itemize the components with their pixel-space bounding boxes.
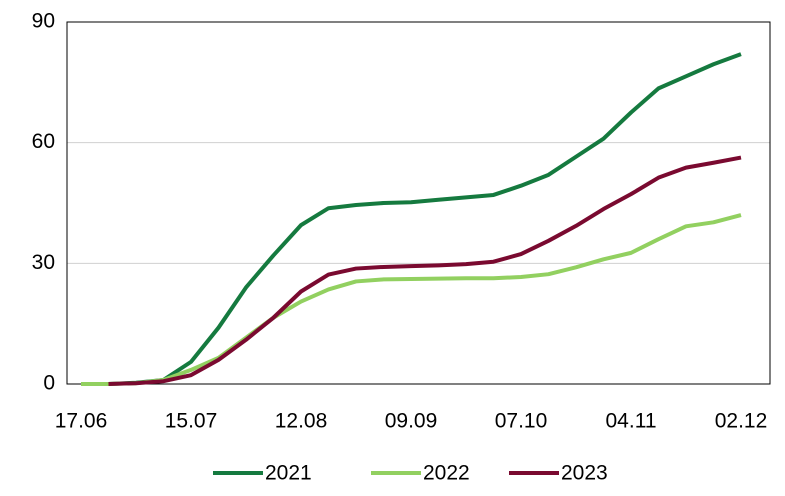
x-tick-label: 15.07 (165, 410, 218, 433)
y-tick-label: 30 (32, 251, 55, 274)
x-tick-label: 17.06 (55, 410, 108, 433)
x-tick-label: 04.11 (606, 410, 657, 433)
plot-frame (66, 21, 771, 385)
series-line (108, 52, 742, 386)
y-tick-label: 60 (32, 130, 55, 153)
legend-label: 2021 (265, 462, 312, 485)
series-line (108, 155, 742, 386)
x-tick-label: 02.12 (715, 410, 768, 433)
y-tick-label: 0 (43, 372, 55, 395)
y-tick-label: 90 (32, 10, 55, 33)
legend-label: 2022 (423, 462, 470, 485)
x-tick-label: 09.09 (385, 410, 438, 433)
x-tick-label: 12.08 (275, 410, 328, 433)
legend-label: 2023 (561, 462, 608, 485)
series-line (81, 213, 742, 386)
x-tick-label: 07.10 (495, 410, 548, 433)
